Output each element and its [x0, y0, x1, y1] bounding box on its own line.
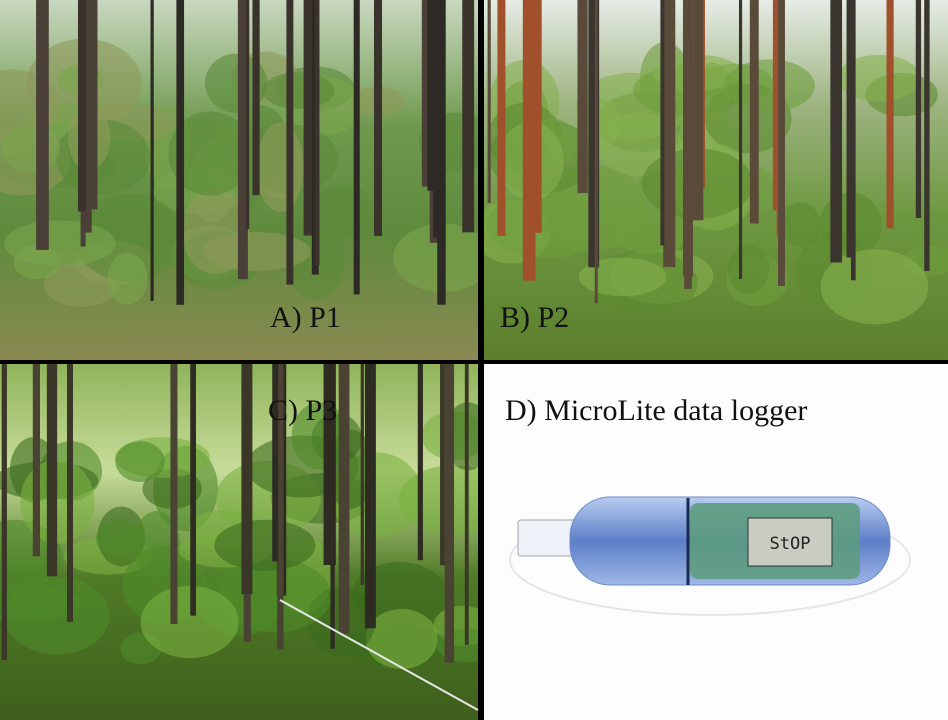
foliage [365, 608, 438, 669]
foliage [256, 122, 304, 212]
tree-trunk [594, 0, 598, 304]
tree-trunk [497, 0, 506, 236]
foliage [311, 184, 374, 236]
tree-trunk [777, 0, 785, 286]
tree-trunk [170, 364, 178, 624]
tree-trunk [924, 0, 930, 272]
tree-trunk [682, 0, 693, 277]
tree-trunk [850, 0, 856, 281]
foliage [214, 519, 316, 571]
tree-trunk [87, 0, 98, 210]
foliage [95, 519, 142, 558]
tree-trunk [277, 364, 284, 650]
foliage [140, 585, 239, 659]
tree-trunk [176, 0, 185, 305]
foliage [486, 191, 604, 259]
tree-trunk [353, 0, 360, 295]
data-logger: StOP [509, 496, 911, 616]
foliage [393, 223, 478, 293]
trees-a [0, 0, 478, 307]
tree-trunk [314, 0, 320, 266]
foliage [611, 209, 689, 255]
tree-trunk [85, 0, 92, 233]
tree-trunk [437, 0, 446, 305]
tree-trunk [330, 364, 335, 649]
foliage [262, 72, 335, 109]
foliage [820, 249, 929, 325]
foliage [837, 54, 921, 102]
tree-trunk [360, 364, 364, 585]
foliage [20, 459, 95, 544]
foliage [182, 188, 250, 275]
tree-trunk [693, 0, 704, 221]
foliage [74, 193, 184, 282]
tree-trunk [527, 0, 532, 182]
tree-trunk [533, 0, 542, 233]
foliage [1, 124, 60, 173]
tree-trunk [915, 0, 922, 218]
tree-trunk [462, 0, 475, 233]
tree-trunk [577, 0, 588, 194]
tree-trunk [588, 0, 600, 268]
panel-label: D) MicroLite data logger [505, 394, 807, 427]
tree-trunk [663, 0, 676, 268]
tree-trunk [487, 0, 491, 204]
tree-trunk [444, 364, 455, 663]
lcd-screen [747, 517, 833, 567]
panel-label: C) P3 [268, 394, 337, 427]
trees-b [484, 0, 948, 325]
tree-trunk [286, 0, 294, 285]
tree-trunk [32, 364, 40, 557]
trees-c [0, 364, 478, 669]
foliage [107, 252, 148, 305]
tree-trunk [749, 0, 759, 224]
tree-trunk [67, 364, 73, 622]
tree-trunk [417, 364, 423, 561]
tree-trunk [427, 0, 437, 191]
lcd-text: StOP [770, 534, 811, 554]
tree-trunk [252, 0, 260, 196]
foliage [724, 59, 815, 112]
foliage [115, 441, 165, 482]
usb-connector [517, 519, 577, 557]
foliage [4, 576, 110, 655]
tree-trunk [830, 0, 843, 263]
tree-trunk [241, 364, 253, 595]
panel-label: A) P1 [270, 301, 341, 334]
tree-trunk [421, 0, 433, 187]
tree-trunk [660, 0, 665, 246]
tree-trunk [738, 0, 743, 280]
tree-trunk [886, 0, 894, 229]
tree-trunk [77, 0, 86, 212]
panel-label: B) P2 [500, 301, 569, 334]
tree-trunk [46, 364, 58, 577]
tree-trunk [846, 0, 853, 258]
tree-trunk [464, 364, 469, 645]
tree-trunk [1, 364, 7, 660]
tree-trunk [272, 364, 279, 562]
foliage [578, 257, 667, 297]
tree-trunk [245, 0, 250, 230]
tree-trunk [36, 0, 49, 250]
tree-trunk [338, 364, 350, 634]
tree-trunk [373, 0, 383, 236]
foliage [13, 245, 61, 280]
tree-trunk [364, 364, 376, 629]
foliage [727, 245, 770, 294]
tree-trunk [150, 0, 154, 301]
tree-trunk [303, 0, 315, 236]
foliage [204, 53, 268, 113]
tree-trunk [237, 0, 248, 280]
tree-trunk [440, 364, 445, 566]
tree-trunk [772, 0, 779, 211]
tree-trunk [190, 364, 196, 616]
foliage [168, 111, 252, 196]
foliage [779, 202, 821, 248]
foliage [133, 511, 180, 578]
tape-line [279, 599, 479, 711]
